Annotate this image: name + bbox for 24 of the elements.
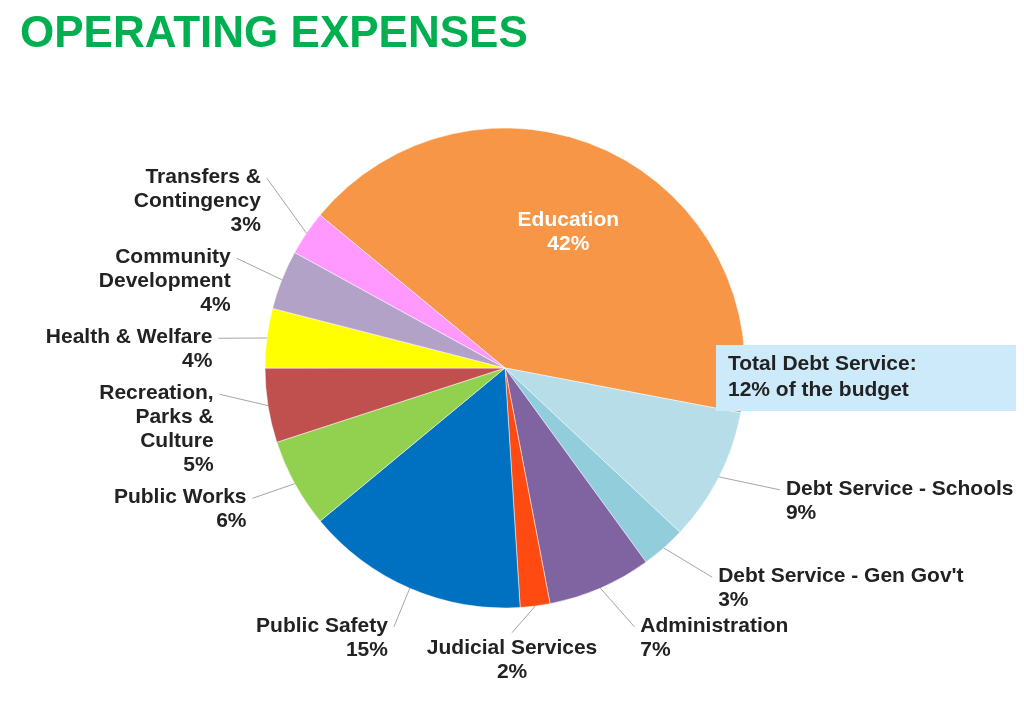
data-label: 2% <box>496 658 528 682</box>
data-label: 6% <box>216 508 247 532</box>
slice-label: Education <box>517 207 620 231</box>
slice-label: Debt Service - Schools <box>785 475 1014 499</box>
chart-title: OPERATING EXPENSES <box>20 7 528 56</box>
slice-label: Administration <box>640 612 789 636</box>
data-label: 9% <box>785 499 817 523</box>
slice-label: Recreation, Parks & Culture <box>99 380 214 452</box>
data-label: 5% <box>183 452 214 476</box>
slice-label: Debt Service - Gen Gov't <box>718 563 964 587</box>
slice-label: Community Development <box>98 244 231 292</box>
text: Total Debt Service: 12% of the budget <box>728 351 917 400</box>
data-label: 7% <box>640 636 671 660</box>
data-label: 42% <box>547 231 590 255</box>
slice-label: Public Safety <box>256 612 389 636</box>
data-label: 3% <box>718 587 749 611</box>
data-label: 3% <box>230 212 262 236</box>
data-label: 4% <box>200 292 231 316</box>
slice-label: Public Works <box>113 484 247 508</box>
slice-label: Judicial Services <box>426 634 598 658</box>
data-label: 15% <box>345 636 389 660</box>
data-label: 4% <box>181 348 213 372</box>
slice-label: Health & Welfare <box>45 324 213 348</box>
slice-label: Transfers & Contingency <box>133 164 262 212</box>
